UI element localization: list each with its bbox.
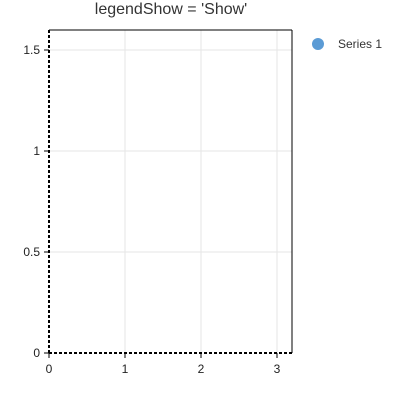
y-tick-label: 1 (33, 144, 40, 158)
axes (48, 29, 293, 354)
grid-lines (49, 30, 292, 353)
legend-marker[interactable] (312, 38, 324, 50)
legend-label[interactable]: Series 1 (338, 37, 382, 51)
y-tick-label: 0 (33, 346, 40, 360)
chart-title: legendShow = 'Show' (95, 1, 247, 18)
y-tick-label: 0.5 (23, 245, 40, 259)
x-tick-label: 3 (274, 362, 281, 376)
x-tick-label: 2 (198, 362, 205, 376)
y-tick-label: 1.5 (23, 43, 40, 57)
x-tick-label: 0 (46, 362, 53, 376)
x-tick-label: 1 (122, 362, 129, 376)
legend[interactable]: Series 1 (312, 37, 382, 51)
